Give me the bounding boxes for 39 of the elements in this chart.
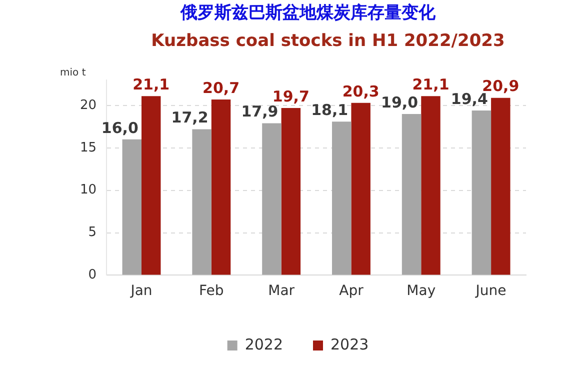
data-label: 20,7 (202, 78, 240, 97)
y-axis-title: mio t (60, 68, 86, 79)
bar (402, 114, 422, 275)
chart-subtitle: Kuzbass coal stocks in H1 2022/2023 (150, 30, 506, 53)
bar (122, 139, 142, 275)
bar (332, 122, 352, 275)
chart-title: 俄罗斯兹巴斯盆地煤炭库存量变化 (179, 2, 436, 24)
data-label: 19,7 (272, 87, 310, 106)
bar (351, 102, 370, 275)
x-tick-label: June (474, 283, 506, 300)
y-tick-label: 5 (88, 225, 97, 240)
x-tick-label: Apr (339, 283, 364, 300)
data-label: 21,1 (412, 76, 450, 94)
legend-label: 2023 (330, 335, 369, 354)
bar (141, 96, 161, 275)
data-label: 20,3 (342, 82, 380, 100)
bar (421, 96, 440, 275)
bar (281, 108, 301, 275)
legend-label: 2022 (244, 335, 284, 354)
data-label: 16,0 (101, 118, 138, 137)
x-tick-label: May (406, 283, 436, 300)
data-label: 21,1 (132, 76, 170, 94)
bar (211, 100, 231, 275)
y-tick-label: 0 (88, 268, 97, 283)
x-tick-label: Jan (130, 283, 152, 300)
y-tick-label: 10 (80, 182, 97, 198)
y-tick-label: 15 (80, 140, 97, 156)
y-tick-label: 20 (80, 98, 97, 113)
data-label: 19,0 (381, 93, 418, 112)
x-tick-label: Feb (199, 283, 224, 300)
data-label: 19,4 (450, 90, 488, 108)
bar (262, 123, 282, 275)
x-tick-label: Mar (268, 283, 295, 300)
data-label: 18,1 (311, 100, 348, 119)
bar (472, 110, 492, 275)
bar (192, 129, 212, 275)
data-label: 17,9 (241, 102, 278, 121)
bar (491, 98, 510, 275)
data-label: 17,2 (171, 108, 208, 127)
